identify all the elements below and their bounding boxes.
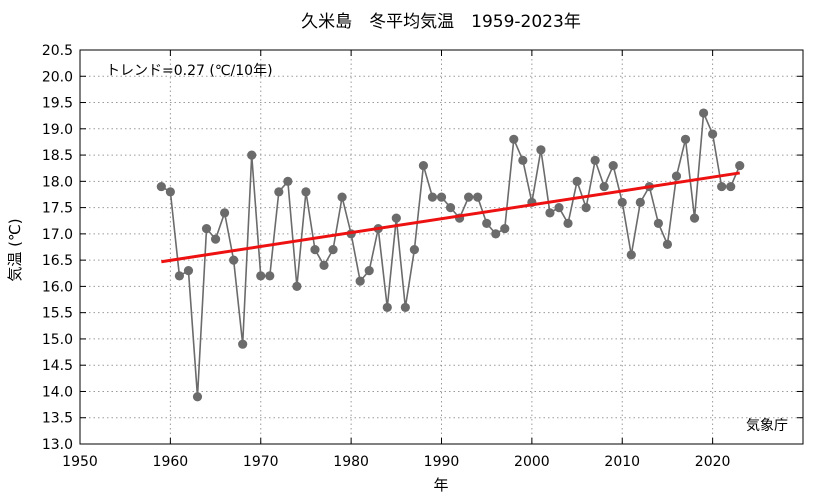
trend-line <box>161 171 740 264</box>
plot-frame <box>79 49 804 445</box>
data-point <box>599 181 609 192</box>
data-point <box>229 255 239 265</box>
data-point <box>210 234 221 244</box>
data-point <box>653 218 664 228</box>
data-point <box>274 187 284 197</box>
data-point <box>581 203 591 213</box>
data-point <box>418 160 429 171</box>
data-point <box>464 192 474 202</box>
y-tick-label: 20.0 <box>42 69 73 85</box>
data-point <box>283 176 293 186</box>
data-point <box>391 213 401 223</box>
y-tick-label: 13.5 <box>42 411 73 427</box>
data-point <box>301 187 311 197</box>
data-point <box>400 302 410 313</box>
data-point <box>726 181 736 192</box>
data-point <box>590 155 600 165</box>
data-point <box>445 203 456 213</box>
data-point <box>427 192 438 202</box>
data-point <box>174 271 185 281</box>
data-point <box>247 150 257 160</box>
data-point <box>183 266 194 276</box>
data-point <box>698 108 709 118</box>
trend-annotation: トレンド=0.27 (℃/10年) <box>106 63 273 79</box>
data-point <box>436 192 447 202</box>
data-point <box>608 160 618 171</box>
x-tick-label: 1970 <box>243 454 279 470</box>
data-point <box>572 176 582 186</box>
data-point <box>689 213 700 223</box>
data-point <box>256 271 266 281</box>
x-tick-label: 2010 <box>604 454 640 470</box>
data-point <box>545 208 555 218</box>
data-point <box>238 339 248 349</box>
y-tick-label: 16.5 <box>42 253 73 269</box>
source-label: 気象庁 <box>746 418 788 434</box>
y-tick-label: 16.0 <box>42 279 73 295</box>
data-point <box>717 181 727 192</box>
y-tick-label: 14.5 <box>42 358 73 374</box>
data-point <box>292 281 302 291</box>
chart-title: 久米島 冬平均気温 1959-2023年 <box>301 12 581 32</box>
x-tick-label: 1990 <box>424 454 460 470</box>
x-axis-label: 年 <box>433 476 448 494</box>
grid <box>80 50 803 444</box>
y-tick-label: 15.0 <box>42 332 73 348</box>
y-tick-label: 17.5 <box>42 201 73 217</box>
y-tick-label: 19.5 <box>42 96 73 112</box>
data-point <box>482 218 492 228</box>
data-point <box>617 197 627 207</box>
y-tick-label: 18.0 <box>42 174 73 190</box>
data-point <box>708 129 718 139</box>
plot-area <box>156 108 745 402</box>
data-point <box>635 197 645 207</box>
data-point <box>671 171 682 181</box>
y-tick-label: 15.5 <box>42 306 73 322</box>
x-axis: 1950 1960 1970 1980 1990 2000 2010 2020 <box>62 50 730 470</box>
x-tick-label: 2020 <box>695 454 731 470</box>
data-point <box>265 271 275 281</box>
data-point <box>156 181 166 192</box>
y-tick-label: 18.5 <box>42 148 73 164</box>
x-tick-label: 1950 <box>62 454 98 470</box>
data-point <box>310 245 320 255</box>
data-point <box>473 192 483 202</box>
data-point <box>337 192 347 202</box>
x-tick-label: 2000 <box>514 454 550 470</box>
data-point <box>220 208 230 218</box>
data-point <box>735 160 745 171</box>
data-point <box>409 245 419 255</box>
y-axis: 13.0 13.5 14.0 14.5 15.0 15.5 16.0 16.5 17.0 17.5… <box>42 43 803 453</box>
data-point <box>536 145 546 155</box>
data-point <box>563 218 573 228</box>
data-point <box>192 392 203 402</box>
data-point <box>509 134 519 144</box>
y-tick-label: 20.5 <box>42 43 73 59</box>
data-point <box>491 229 501 239</box>
y-tick-label: 13.0 <box>42 437 73 453</box>
data-point <box>165 187 175 197</box>
data-point <box>201 224 212 234</box>
data-point <box>518 155 528 165</box>
data-point <box>554 203 564 213</box>
data-point <box>319 260 329 270</box>
data-point <box>680 134 691 144</box>
data-point <box>328 245 338 255</box>
data-point <box>500 224 510 234</box>
y-tick-label: 17.0 <box>42 227 73 243</box>
data-point <box>355 276 365 286</box>
data-point <box>364 266 374 276</box>
data-point <box>662 239 673 249</box>
data-point <box>626 250 636 260</box>
y-axis-label: 気温 (℃) <box>6 218 24 281</box>
x-tick-label: 1980 <box>333 454 369 470</box>
y-tick-label: 14.0 <box>42 384 73 400</box>
y-tick-label: 19.0 <box>42 122 73 138</box>
data-point <box>382 302 392 313</box>
x-tick-label: 1960 <box>153 454 189 470</box>
